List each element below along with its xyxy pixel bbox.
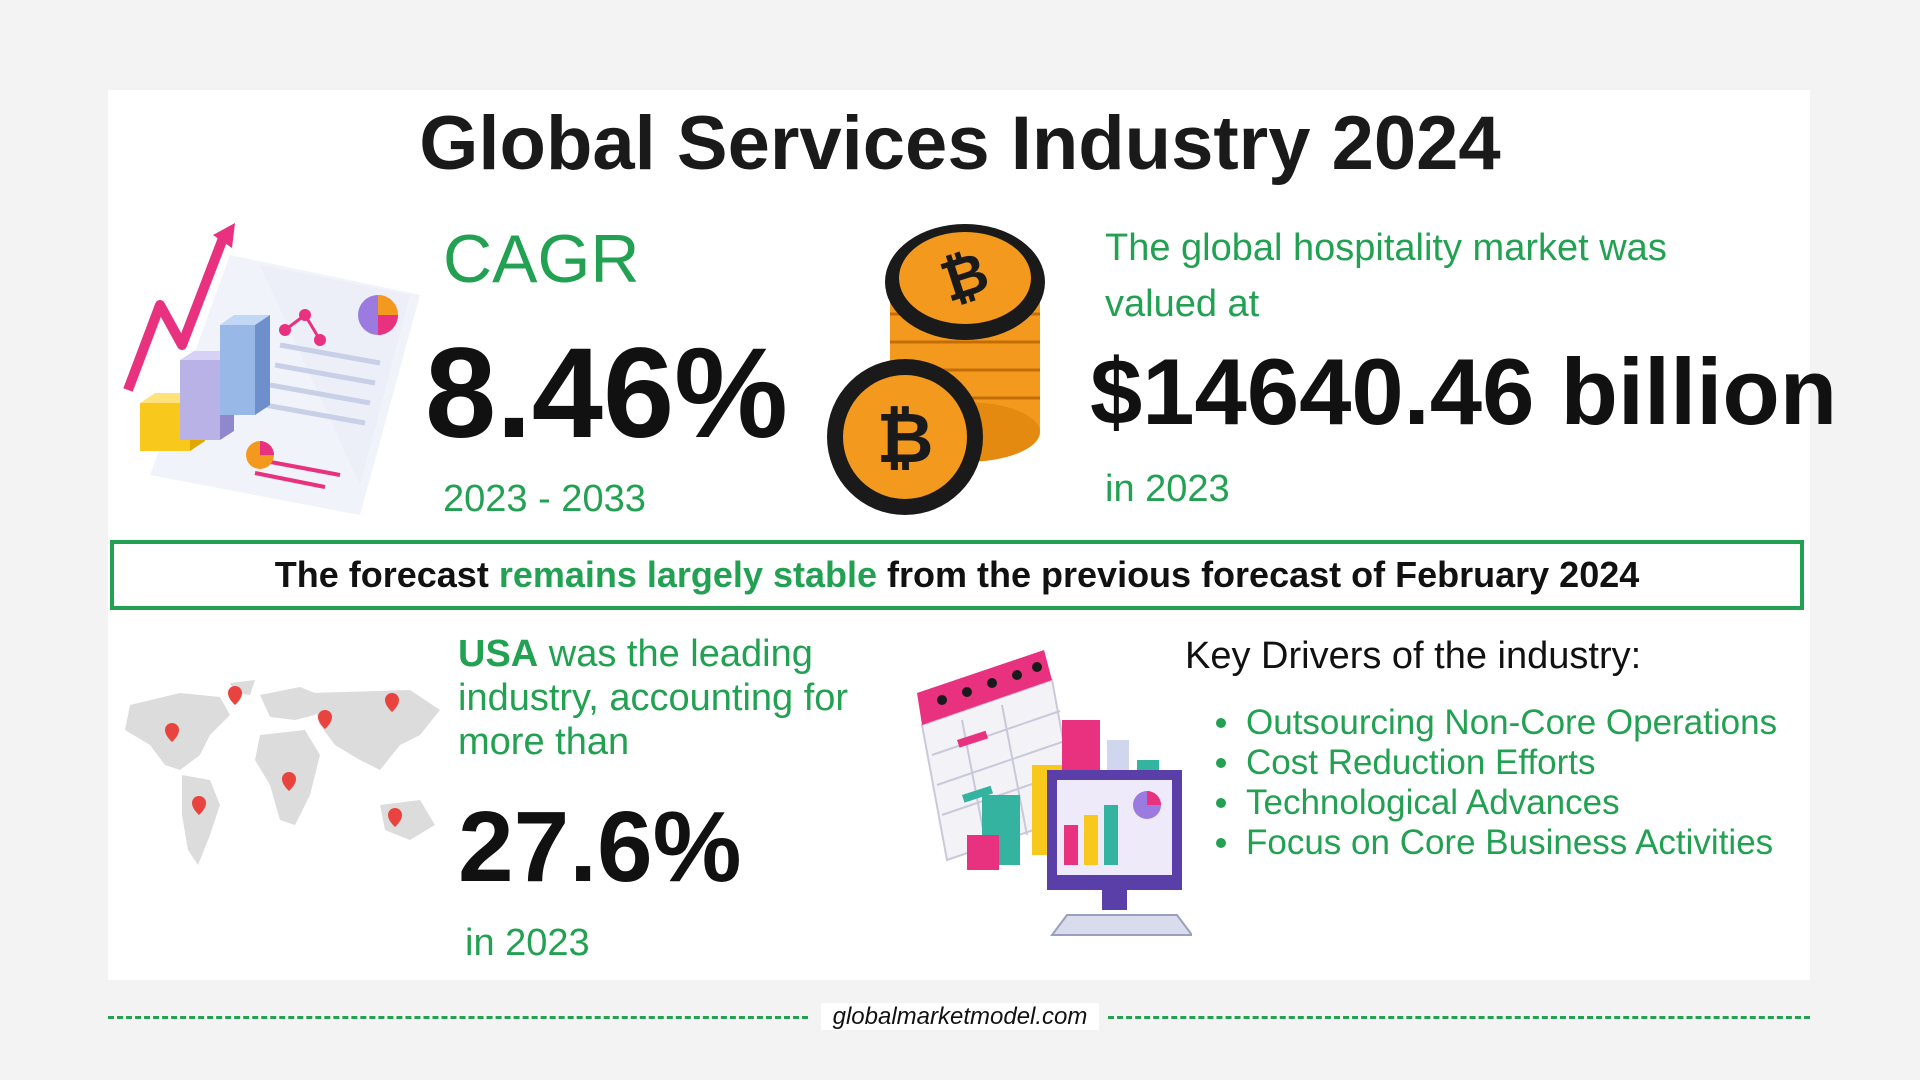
bitcoin-coin-stack-icon: ₿ ₿	[827, 224, 1045, 515]
usa-description: was the leading industry, accounting for…	[458, 633, 849, 763]
footer-divider-right	[1108, 1016, 1810, 1019]
market-value: $14640.46 billion	[1090, 339, 1838, 444]
svg-text:₿: ₿	[876, 397, 933, 479]
drivers-title: Key Drivers of the industry:	[1185, 635, 1642, 677]
cagr-label: CAGR	[443, 221, 640, 297]
usa-statement: USA was the leading industry, accounting…	[458, 632, 898, 764]
market-description: The global hospitality market was valued…	[1105, 227, 1667, 325]
forecast-prefix: The forecast	[274, 554, 499, 595]
footer-site-label: globalmarketmodel.com	[820, 1003, 1100, 1030]
cagr-period: 2023 - 2033	[443, 478, 646, 520]
market-year: in 2023	[1105, 468, 1230, 510]
usa-value: 27.6%	[458, 791, 742, 903]
usa-country: USA	[458, 633, 539, 675]
world-map-icon	[125, 680, 440, 865]
page-title: Global Services Industry 2024	[419, 101, 1501, 186]
cagr-value: 8.46%	[425, 322, 788, 465]
footer-divider-left	[108, 1016, 808, 1019]
footer-site: globalmarketmodel.com	[0, 1003, 1920, 1031]
usa-year: in 2023	[465, 922, 590, 964]
driver-item: Cost Reduction Efforts	[1212, 743, 1777, 783]
calendar-dashboard-icon	[917, 650, 1192, 936]
forecast-suffix: from the previous forecast of February 2…	[877, 554, 1640, 595]
driver-item: Technological Advances	[1212, 783, 1777, 823]
forecast-banner: The forecast remains largely stable from…	[110, 540, 1804, 610]
drivers-list: Outsourcing Non-Core Operations Cost Red…	[1212, 703, 1777, 863]
growth-chart-icon	[123, 223, 420, 515]
driver-item: Outsourcing Non-Core Operations	[1212, 703, 1777, 743]
forecast-highlight: remains largely stable	[498, 554, 878, 595]
driver-item: Focus on Core Business Activities	[1212, 823, 1777, 863]
